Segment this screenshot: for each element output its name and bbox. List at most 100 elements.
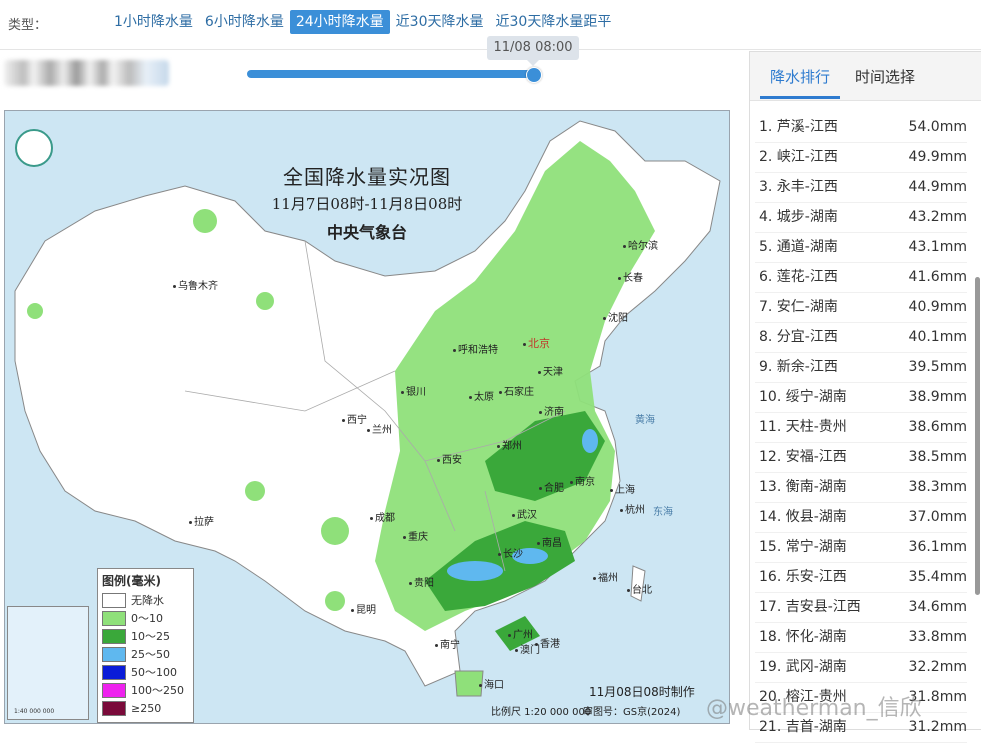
ranking-item[interactable]: 13. 衡南-湖南 38.3mm: [755, 473, 967, 503]
ranking-item[interactable]: 9. 新余-江西 39.5mm: [755, 353, 967, 383]
ranking-item[interactable]: 14. 攸县-湖南 37.0mm: [755, 503, 967, 533]
legend-swatch: [102, 700, 126, 716]
ranking-scrollbar[interactable]: [975, 277, 980, 595]
ranking-item[interactable]: 19. 武冈-湖南 32.2mm: [755, 653, 967, 683]
map-approval-number: 审图号：GS京(2024): [583, 707, 681, 718]
precip-value: 38.3mm: [908, 479, 967, 495]
time-tooltip: 11/08 08:00: [487, 36, 579, 66]
type-tab-6h[interactable]: 6小时降水量: [204, 14, 284, 30]
station-name: 9. 新余-江西: [759, 359, 838, 375]
precip-value: 44.9mm: [908, 179, 967, 195]
city-label: 福州: [593, 569, 618, 584]
precip-value: 36.1mm: [908, 539, 967, 555]
ranking-item[interactable]: 8. 分宜-江西 40.1mm: [755, 323, 967, 353]
precip-value: 38.9mm: [908, 389, 967, 405]
city-label: 南昌: [537, 534, 562, 549]
ranking-item[interactable]: 6. 莲花-江西 41.6mm: [755, 263, 967, 293]
city-label: 香港: [535, 635, 560, 650]
city-label: 台北: [627, 581, 652, 596]
city-label: 太原: [469, 388, 494, 403]
station-name: 7. 安仁-湖南: [759, 299, 838, 315]
map-legend: 图例(毫米) 无降水 0～10 10～25 25～50 50～100 100～2…: [97, 568, 194, 723]
precip-value: 49.9mm: [908, 149, 967, 165]
cma-logo: [15, 129, 53, 167]
station-name: 12. 安福-江西: [759, 449, 847, 465]
station-name: 13. 衡南-湖南: [759, 479, 847, 495]
precip-value: 37.0mm: [908, 509, 967, 525]
precip-value: 32.2mm: [908, 659, 967, 675]
city-label: 郑州: [497, 437, 522, 452]
ranking-item[interactable]: 20. 榕江-贵州 31.8mm: [755, 683, 967, 713]
tab-precip-ranking[interactable]: 降水排行: [759, 68, 841, 99]
type-selector-bar: 类型： 1小时降水量 6小时降水量 24小时降水量 近30天降水量 近30天降水…: [0, 0, 981, 46]
city-label: 昆明: [351, 601, 376, 616]
ranking-item[interactable]: 11. 天柱-贵州 38.6mm: [755, 413, 967, 443]
legend-item: 0～10: [98, 609, 193, 627]
station-name: 19. 武冈-湖南: [759, 659, 847, 675]
ranking-item[interactable]: 5. 通道-湖南 43.1mm: [755, 233, 967, 263]
city-label: 澳门: [515, 641, 540, 656]
ranking-panel: 降水排行 时间选择 1. 芦溪-江西 54.0mm 2. 峡江-江西 49.9mm …: [749, 51, 981, 743]
ranking-item[interactable]: 2. 峡江-江西 49.9mm: [755, 143, 967, 173]
city-label: 乌鲁木齐: [173, 277, 218, 292]
legend-swatch: [102, 682, 126, 698]
ranking-item[interactable]: 7. 安仁-湖南 40.9mm: [755, 293, 967, 323]
map-title: 全国降水量实况图: [283, 165, 451, 189]
map-period: 11月7日08时-11月8日08时: [271, 195, 463, 213]
station-name: 20. 榕江-贵州: [759, 689, 847, 705]
ranking-item[interactable]: 4. 城步-湖南 43.2mm: [755, 203, 967, 233]
ranking-item[interactable]: 18. 怀化-湖南 33.8mm: [755, 623, 967, 653]
city-label: 哈尔滨: [623, 237, 658, 252]
map-scale: 比例尺 1:20 000 000: [491, 707, 592, 718]
ranking-item[interactable]: 12. 安福-江西 38.5mm: [755, 443, 967, 473]
time-slider-track[interactable]: [247, 70, 535, 78]
station-name: 3. 永丰-江西: [759, 179, 838, 195]
city-label: 石家庄: [499, 383, 534, 398]
city-label: 杭州: [620, 501, 645, 516]
tab-time-select[interactable]: 时间选择: [855, 68, 916, 86]
station-name: 2. 峡江-江西: [759, 149, 838, 165]
precip-value: 40.1mm: [908, 329, 967, 345]
city-label: 长沙: [498, 545, 523, 560]
station-name: 16. 乐安-江西: [759, 569, 847, 585]
city-label: 西宁: [342, 411, 367, 426]
type-tab-1h[interactable]: 1小时降水量: [114, 14, 193, 30]
legend-swatch: [102, 628, 126, 644]
inset-scale: 1:40 000 000: [14, 708, 55, 715]
station-name: 1. 芦溪-江西: [759, 119, 838, 135]
ranking-item[interactable]: 15. 常宁-湖南 36.1mm: [755, 533, 967, 563]
station-name: 4. 城步-湖南: [759, 209, 838, 225]
watermark: @weatherman_信欣: [706, 696, 922, 721]
station-name: 8. 分宜-江西: [759, 329, 838, 345]
ranking-item[interactable]: 17. 吉安县-江西 34.6mm: [755, 593, 967, 623]
station-name: 6. 莲花-江西: [759, 269, 838, 285]
legend-swatch: [102, 610, 126, 626]
station-name: 18. 怀化-湖南: [759, 629, 847, 645]
type-tab-30d[interactable]: 近30天降水量: [395, 14, 484, 30]
ranking-item[interactable]: 3. 永丰-江西 44.9mm: [755, 173, 967, 203]
precip-value: 43.1mm: [908, 239, 967, 255]
type-label: 类型：: [8, 18, 48, 33]
type-tab-24h[interactable]: 24小时降水量: [289, 10, 390, 34]
legend-swatch: [102, 646, 126, 662]
city-label: 长春: [618, 269, 643, 284]
city-label: 合肥: [539, 479, 564, 494]
city-label: 沈阳: [603, 309, 628, 324]
legend-item: 10～25: [98, 627, 193, 645]
ranking-item[interactable]: 10. 绥宁-湖南 38.9mm: [755, 383, 967, 413]
legend-item: 25～50: [98, 645, 193, 663]
time-slider-handle[interactable]: [526, 67, 542, 83]
precip-value: 41.6mm: [908, 269, 967, 285]
legend-label: 10～25: [131, 630, 170, 643]
ranking-item[interactable]: 1. 芦溪-江西 54.0mm: [755, 113, 967, 143]
precip-value: 38.6mm: [908, 419, 967, 435]
legend-label: 0～10: [131, 612, 163, 625]
ranking-item[interactable]: 16. 乐安-江西 35.4mm: [755, 563, 967, 593]
city-label-capital: 北京: [523, 335, 550, 351]
legend-swatch: [102, 664, 126, 680]
city-label: 济南: [539, 403, 564, 418]
blurred-color-strip: [4, 60, 169, 86]
type-tabs: 1小时降水量 6小时降水量 24小时降水量 近30天降水量 近30天降水量距平: [108, 10, 617, 34]
legend-item: 无降水: [98, 591, 193, 609]
type-tab-30d-anomaly[interactable]: 近30天降水量距平: [495, 14, 612, 30]
